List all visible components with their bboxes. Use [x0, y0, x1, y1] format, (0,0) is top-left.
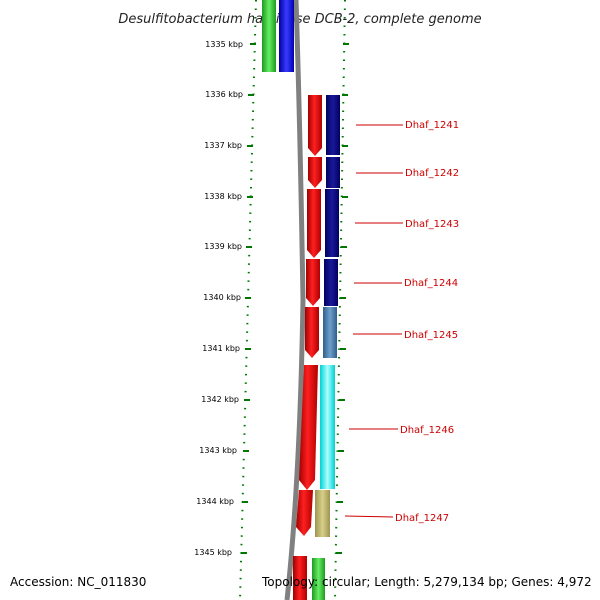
kbp-tick-label: 1339 kbp — [204, 242, 242, 251]
topology-text: Topology: circular; Length: 5,279,134 bp… — [262, 575, 592, 589]
kbp-tick-label: 1337 kbp — [204, 141, 242, 150]
cds-arrow-dhaf-1241[interactable] — [308, 95, 322, 156]
right-axis-ticks — [336, 43, 349, 554]
cds-arrow-dhaf-1247[interactable] — [296, 490, 313, 536]
cog-block-next[interactable] — [312, 558, 325, 600]
gene-label[interactable]: Dhaf_1241 — [405, 120, 459, 131]
kbp-tick-label: 1343 kbp — [199, 446, 237, 455]
cog-block-green[interactable] — [262, 0, 276, 72]
cds-arrow-dhaf-1246[interactable] — [299, 365, 318, 490]
cog-block-dhaf-1246[interactable] — [320, 365, 335, 489]
cog-block-dhaf-1241[interactable] — [326, 95, 340, 155]
gene-label[interactable]: Dhaf_1245 — [404, 330, 458, 341]
cog-block-dhaf-1247[interactable] — [315, 490, 330, 537]
kbp-tick-label: 1345 kbp — [194, 548, 232, 557]
kbp-tick-label: 1342 kbp — [201, 395, 239, 404]
cds-arrow-dhaf-1245[interactable] — [305, 307, 319, 358]
gene-label[interactable]: Dhaf_1247 — [395, 513, 449, 524]
cog-block-blue[interactable] — [279, 0, 294, 72]
label-leaders — [344, 124, 403, 518]
gene-label[interactable]: Dhaf_1244 — [404, 278, 458, 289]
gene-label[interactable]: Dhaf_1246 — [400, 425, 454, 436]
map-title: Desulfitobacterium hafniense DCB-2, comp… — [118, 12, 481, 27]
cds-arrow-dhaf-1242[interactable] — [308, 157, 322, 188]
kbp-tick-label: 1335 kbp — [205, 40, 243, 49]
kbp-tick-label: 1336 kbp — [205, 90, 243, 99]
kbp-tick-label: 1340 kbp — [203, 293, 241, 302]
gene-label[interactable]: Dhaf_1242 — [405, 168, 459, 179]
kbp-tick-label: 1338 kbp — [204, 192, 242, 201]
accession-text: Accession: NC_011830 — [10, 575, 147, 589]
kbp-axis: 1335 kbp 1336 kbp 1337 kbp 1338 kbp 1339… — [194, 40, 256, 557]
cds-block-next[interactable] — [293, 556, 307, 600]
genome-backbone — [284, 0, 306, 600]
cog-block-dhaf-1243[interactable] — [325, 189, 339, 257]
cog-block-dhaf-1242[interactable] — [326, 157, 340, 188]
cds-arrow-dhaf-1243[interactable] — [307, 189, 321, 258]
cds-arrow-dhaf-1244[interactable] — [306, 259, 320, 306]
cog-block-dhaf-1245[interactable] — [323, 307, 337, 358]
kbp-tick-label: 1341 kbp — [202, 344, 240, 353]
cog-block-dhaf-1244[interactable] — [324, 259, 338, 306]
kbp-tick-label: 1344 kbp — [196, 497, 234, 506]
gene-label[interactable]: Dhaf_1243 — [405, 219, 459, 230]
